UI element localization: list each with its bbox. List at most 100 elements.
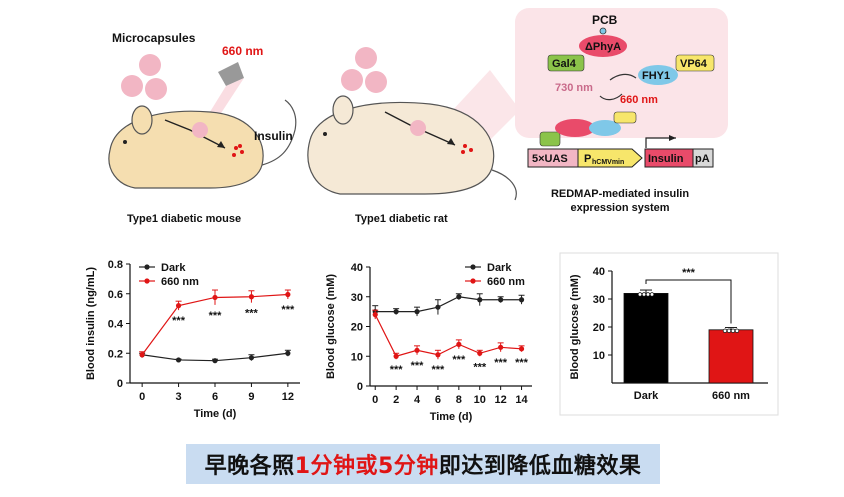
data-point — [285, 291, 291, 298]
phya-label: ΔPhyA — [585, 41, 621, 53]
legend-marker — [144, 278, 150, 284]
series-line — [374, 314, 522, 357]
rat-body — [307, 101, 495, 195]
rat-ear — [332, 95, 354, 125]
x-tick-label: 6 — [435, 394, 441, 406]
data-point — [248, 294, 255, 300]
redmap-caption-line2: expression system — [570, 202, 669, 214]
replicate-point — [734, 328, 740, 333]
data-point — [477, 350, 483, 356]
bar-chart-frame — [559, 252, 779, 416]
data-point — [139, 352, 145, 358]
light-wavelength-label: 660 nm — [222, 44, 263, 58]
mouse-eye — [123, 140, 127, 144]
rat-caption: Type1 diabetic rat — [355, 213, 448, 225]
legend-marker — [470, 278, 476, 284]
data-point — [498, 297, 504, 303]
rat-tail — [491, 169, 517, 201]
pcb-label: PCB — [592, 13, 618, 27]
y-tick-label: 20 — [593, 322, 605, 334]
y-tick-label: 0.2 — [108, 348, 123, 360]
x-axis-title: Time (d) — [194, 408, 237, 420]
660nm-label: 660 nm — [620, 94, 658, 106]
data-point — [477, 297, 483, 303]
implanted-capsule — [192, 122, 208, 138]
microcapsule — [355, 47, 377, 69]
promoter-element — [577, 148, 643, 168]
data-point — [498, 344, 504, 350]
y-tick-label: 0 — [117, 378, 123, 390]
y-tick-label: 40 — [351, 262, 363, 274]
gal4-domain — [547, 54, 585, 72]
microcapsule — [139, 54, 161, 76]
replicate-point — [730, 328, 736, 333]
legend-marker — [144, 264, 150, 270]
conclusion-banner: 早晚各照 1分钟或5分钟 即达到降低血糖效果 — [186, 444, 660, 484]
y-tick-label: 10 — [593, 350, 605, 362]
significance-label: *** — [172, 315, 186, 327]
data-point — [175, 303, 182, 309]
x-tick-label: 0 — [139, 391, 145, 403]
x-tick-label: 3 — [176, 391, 182, 403]
data-point — [456, 341, 462, 347]
banner-text-part3: 即达到降低血糖效果 — [438, 454, 642, 479]
y-tick-label: 30 — [351, 292, 363, 304]
legend-marker — [470, 264, 476, 270]
x-tick-label: 8 — [456, 394, 462, 406]
insulin-label: Insulin — [254, 129, 293, 143]
microcapsule — [365, 71, 387, 93]
significance-label: *** — [245, 308, 259, 320]
significance-label: *** — [515, 357, 529, 369]
x-tick-label: 14 — [515, 394, 528, 406]
replicate-point — [726, 328, 732, 333]
y-tick-label: 0 — [357, 381, 363, 393]
significance-label: *** — [390, 364, 404, 376]
replicate-point — [722, 328, 728, 333]
redmap-system-diagram: PCB ΔPhyA Gal4 VP64 FHY1 730 nm 660 nm 5… — [515, 8, 728, 214]
replicate-point — [649, 292, 655, 297]
y-tick-label: 0.4 — [108, 319, 124, 331]
mouse-illustration: Microcapsules 660 nm Insulin Type1 diabe… — [108, 31, 297, 225]
replicate-point — [637, 292, 643, 297]
replicate-point — [645, 292, 651, 297]
banner-text-highlight: 1分钟或5分钟 — [294, 454, 439, 479]
significance-bracket — [645, 279, 732, 324]
significance-label: *** — [411, 360, 425, 372]
banner-text-part1: 早晚各照 — [204, 454, 295, 479]
data-point — [248, 355, 255, 361]
fhy1-label: FHY1 — [642, 70, 670, 82]
rat-eye — [323, 132, 327, 136]
data-point — [372, 312, 378, 318]
data-point — [435, 304, 441, 310]
x-axis-title: Time (d) — [430, 411, 473, 423]
phya-protein — [579, 35, 627, 57]
x-tick-label: 12 — [282, 391, 294, 403]
mouse-tail — [261, 99, 297, 166]
legend-label: Dark — [161, 262, 186, 274]
pa-label: pA — [695, 153, 710, 165]
x-tick-label: 6 — [212, 391, 218, 403]
significance-label: *** — [432, 364, 446, 376]
microcapsule — [121, 75, 143, 97]
series-line — [375, 296, 522, 313]
y-axis-title: Blood glucose (mM) — [325, 274, 337, 379]
bar — [708, 329, 754, 384]
y-tick-label: 10 — [351, 351, 363, 363]
rat-illustration: Type1 diabetic rat — [307, 47, 520, 225]
y-axis-title: Blood glucose (mM) — [569, 274, 581, 379]
x-tick-label: 4 — [414, 394, 421, 406]
uas-label: 5×UAS — [532, 153, 568, 165]
730nm-label: 730 nm — [555, 82, 593, 94]
legend-label: 660 nm — [487, 276, 525, 288]
data-point — [456, 294, 462, 300]
fhy1-protein — [638, 65, 678, 85]
significance-label: *** — [209, 310, 223, 322]
vp64-domain — [675, 54, 715, 72]
redmap-background — [515, 8, 728, 138]
pa-element — [692, 148, 714, 168]
glucose-bar-chart: 10 20 30 40 Blood glucose (mM) Dark 660 nm *** — [569, 266, 768, 402]
y-tick-label: 40 — [593, 266, 605, 278]
y-tick-label: 30 — [593, 294, 605, 306]
microcapsule — [341, 69, 363, 91]
